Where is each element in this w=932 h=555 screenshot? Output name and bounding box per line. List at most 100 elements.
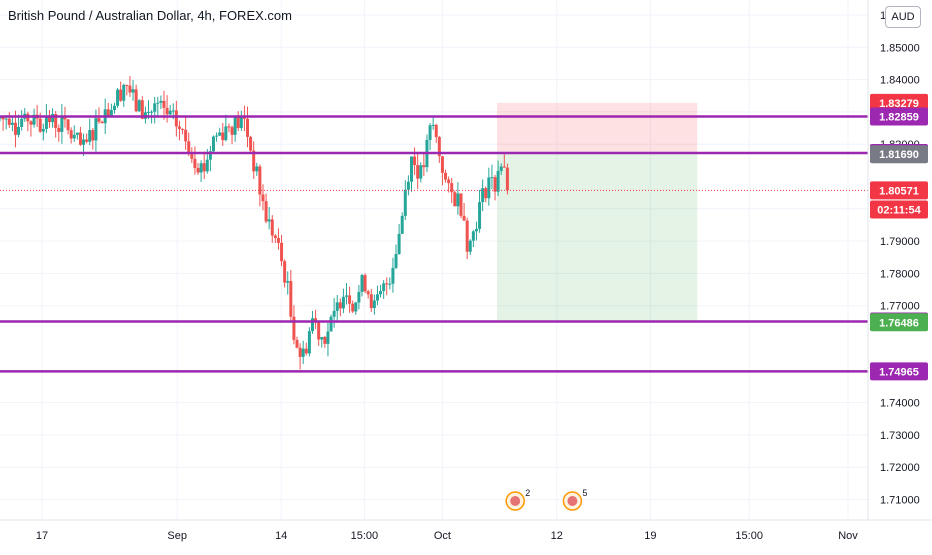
price-badge[interactable] [870,181,928,200]
price-tick-label: 1.74000 [880,398,920,410]
candle [450,183,454,193]
candle [468,240,472,252]
time-tick-label: Nov [838,530,858,542]
symbol-title[interactable]: British Pound / Australian Dollar, 4h, F… [8,8,292,23]
candle [17,126,21,135]
candle [502,166,506,168]
candle [54,113,58,128]
time-tick-label: Sep [167,530,187,542]
candle [184,129,188,142]
candle [267,219,271,222]
price-badge-label: 1.74965 [879,366,919,378]
candle [360,275,364,292]
candle [41,128,45,132]
candle [38,118,42,132]
candle [69,130,73,139]
candle [338,302,342,309]
candle [372,300,376,309]
price-badge-label: 1.82859 [879,111,919,123]
candle [283,261,287,283]
candle [258,166,262,195]
candle [428,125,432,140]
price-tick-label: 1.79000 [880,236,920,248]
candle [193,158,197,168]
candle [208,151,212,160]
candle [304,348,308,354]
candle [131,89,135,93]
price-badge-label: 1.76486 [879,317,919,329]
candle [478,202,482,229]
candle [109,110,113,116]
price-badge[interactable] [870,145,928,164]
candle [431,124,435,126]
price-badge[interactable] [870,313,928,332]
time-tick-label: 15:00 [735,530,763,542]
candle [280,242,284,262]
candle [394,253,398,268]
candle [307,331,311,354]
candle [233,115,237,135]
candle [382,283,386,292]
candle [453,192,457,207]
candle [177,126,181,129]
candle [447,179,451,184]
candle [215,135,219,137]
candle [60,116,64,132]
candle [44,116,48,129]
take-profit-zone [497,153,698,323]
candle [484,188,488,199]
price-tick-label: 1.77000 [880,301,920,313]
candle [218,132,222,136]
candle [150,111,154,113]
candle [474,228,478,232]
candle [32,114,36,125]
candle [159,100,163,103]
price-badge[interactable] [870,93,928,112]
price-badge[interactable] [870,107,928,126]
time-tick-label: Oct [434,530,451,542]
candle [156,102,160,104]
price-badge-label: 1.81690 [879,149,919,161]
candle [490,177,494,179]
candle [227,126,231,128]
candle [261,194,265,202]
time-axis [0,520,932,550]
candle [94,118,98,141]
candle [409,156,413,182]
candle [434,124,438,138]
candle [199,163,203,173]
candle [363,275,367,292]
candle [357,291,361,303]
candle [406,181,410,190]
flag-icon [510,496,521,506]
candle [165,107,169,115]
candle [379,291,383,295]
price-tick-label: 1.84000 [880,75,920,87]
candle [82,139,86,145]
candle [249,136,253,151]
candle [481,188,485,203]
candle [122,84,126,101]
time-tick-label: 15:00 [351,530,379,542]
candle [100,121,104,124]
event-count: 5 [582,488,587,498]
candle [7,118,11,125]
candle [66,119,70,131]
price-badge[interactable] [870,200,928,219]
candle [400,215,404,234]
candle [369,294,373,309]
candle [10,122,14,125]
price-badge[interactable] [870,362,928,381]
candle [202,163,206,172]
candle [422,165,426,168]
candle [493,177,497,192]
currency-selector[interactable]: AUD [885,6,921,28]
candle [112,105,116,111]
candle [345,295,349,297]
candle [147,111,151,113]
candle [88,130,92,142]
candle [153,103,157,112]
candle [366,291,370,295]
